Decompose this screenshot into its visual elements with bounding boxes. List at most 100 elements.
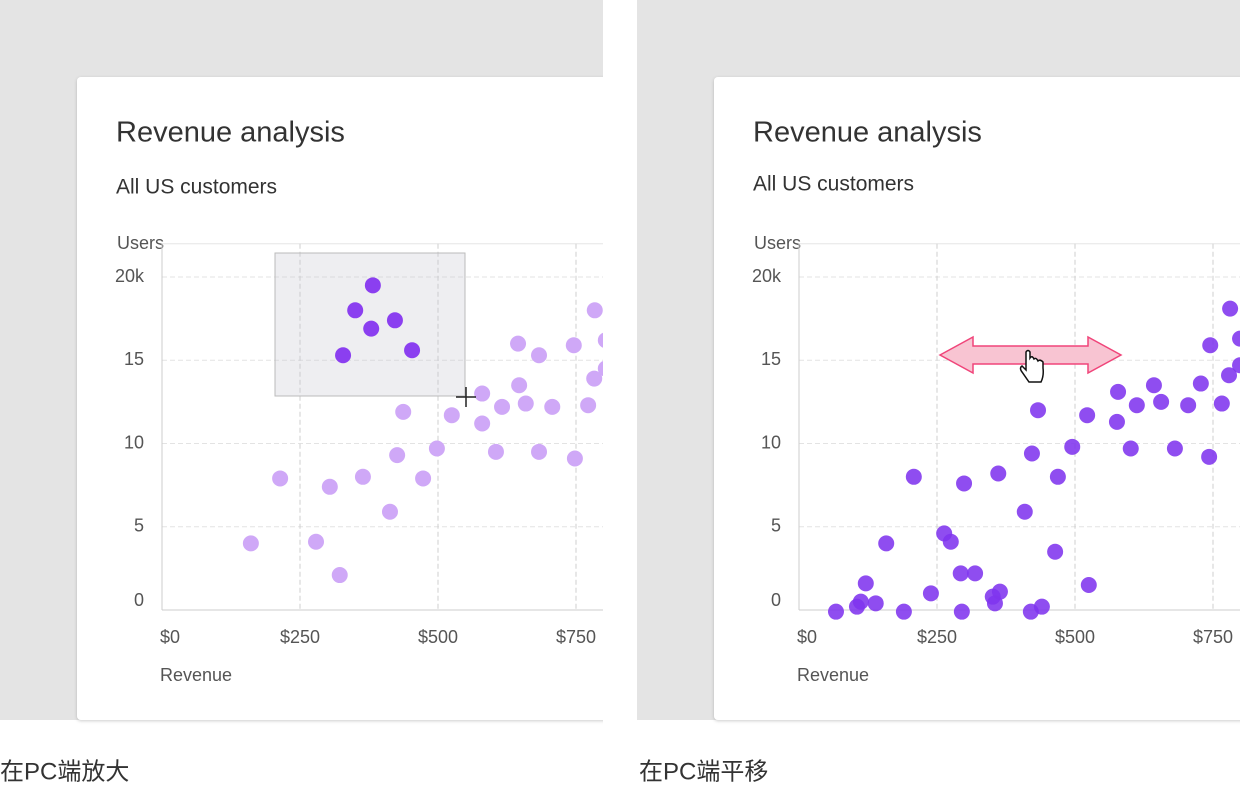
point bbox=[321, 478, 338, 495]
x-tick-label: $250 bbox=[917, 627, 957, 647]
point bbox=[597, 332, 603, 348]
point bbox=[967, 565, 984, 582]
point bbox=[990, 465, 1007, 482]
y-tick-label: 0 bbox=[771, 590, 781, 610]
point bbox=[531, 443, 548, 460]
point bbox=[443, 407, 460, 424]
point bbox=[991, 583, 1008, 600]
y-tick-label: 5 bbox=[771, 516, 781, 536]
point bbox=[308, 533, 325, 550]
y-tick-label: 20k bbox=[752, 266, 782, 286]
point bbox=[272, 470, 289, 487]
point bbox=[942, 533, 959, 550]
point bbox=[354, 468, 371, 485]
point bbox=[474, 415, 491, 432]
point bbox=[1080, 577, 1097, 594]
point bbox=[531, 347, 548, 364]
hand-cursor bbox=[1019, 349, 1044, 383]
chart-subtitle: All US customers bbox=[116, 176, 277, 199]
point bbox=[331, 567, 348, 584]
point bbox=[586, 302, 603, 319]
point bbox=[1192, 375, 1209, 392]
card bbox=[77, 77, 603, 720]
caption: 在PC端平移 bbox=[639, 758, 768, 785]
point bbox=[922, 585, 939, 602]
point bbox=[347, 302, 364, 319]
point bbox=[566, 450, 583, 467]
point bbox=[428, 440, 445, 457]
chart-title: Revenue analysis bbox=[753, 117, 982, 149]
point bbox=[1201, 448, 1218, 465]
point bbox=[363, 320, 380, 337]
point bbox=[565, 337, 582, 354]
point bbox=[364, 277, 381, 294]
x-tick-label: $500 bbox=[1055, 627, 1095, 647]
caption: 在PC端放大 bbox=[0, 758, 129, 785]
point bbox=[1145, 377, 1162, 394]
point bbox=[517, 395, 534, 412]
point bbox=[857, 575, 874, 592]
point bbox=[1030, 402, 1047, 419]
point bbox=[1213, 395, 1230, 412]
point bbox=[1222, 300, 1239, 317]
point bbox=[335, 347, 352, 364]
point bbox=[1064, 438, 1081, 455]
point bbox=[1122, 440, 1139, 457]
point bbox=[1166, 440, 1183, 457]
point bbox=[1221, 367, 1238, 384]
point bbox=[494, 398, 511, 415]
y-tick-label: 5 bbox=[134, 516, 144, 536]
point bbox=[867, 595, 884, 612]
y-axis-label: Users bbox=[754, 233, 801, 253]
y-tick-label: 15 bbox=[124, 349, 144, 369]
point bbox=[1232, 357, 1240, 374]
point bbox=[1079, 407, 1096, 424]
point bbox=[404, 342, 421, 359]
point bbox=[827, 603, 844, 620]
point bbox=[952, 565, 969, 582]
y-axis-label: Users bbox=[117, 233, 164, 253]
point bbox=[389, 447, 406, 464]
crosshair-cursor bbox=[456, 387, 476, 407]
panel: Revenue analysis All US customers Users Rev… bbox=[0, 0, 603, 720]
point bbox=[1023, 445, 1040, 462]
point bbox=[852, 593, 869, 610]
x-axis-label: Revenue bbox=[797, 665, 869, 685]
point bbox=[905, 468, 922, 485]
x-tick-label: $750 bbox=[1193, 627, 1233, 647]
point bbox=[1128, 397, 1145, 414]
point bbox=[1047, 543, 1064, 560]
point bbox=[1202, 337, 1219, 354]
point bbox=[586, 370, 603, 387]
x-axis-label: Revenue bbox=[160, 665, 232, 685]
point bbox=[1232, 330, 1240, 347]
point bbox=[386, 312, 403, 329]
y-tick-label: 0 bbox=[134, 590, 144, 610]
point bbox=[487, 443, 504, 460]
point bbox=[381, 503, 398, 520]
x-tick-label: $0 bbox=[160, 627, 180, 647]
chart-subtitle: All US customers bbox=[753, 173, 914, 196]
y-tick-label: 10 bbox=[124, 432, 144, 452]
point bbox=[544, 398, 561, 415]
x-tick-label: $750 bbox=[556, 627, 596, 647]
x-tick-label: $250 bbox=[280, 627, 320, 647]
point bbox=[597, 361, 603, 377]
point bbox=[242, 535, 259, 552]
point bbox=[1108, 413, 1125, 430]
point bbox=[510, 335, 527, 352]
point bbox=[1153, 393, 1170, 410]
panel: Revenue analysis All US customers Users Rev… bbox=[637, 0, 1240, 720]
point bbox=[395, 403, 412, 420]
x-tick-label: $500 bbox=[418, 627, 458, 647]
y-tick-label: 10 bbox=[761, 432, 781, 452]
point bbox=[415, 470, 432, 487]
point bbox=[895, 603, 912, 620]
y-tick-label: 15 bbox=[761, 349, 781, 369]
card bbox=[714, 77, 1240, 720]
point bbox=[511, 377, 528, 394]
point bbox=[1110, 383, 1127, 400]
point bbox=[1016, 503, 1033, 520]
point bbox=[956, 475, 973, 492]
